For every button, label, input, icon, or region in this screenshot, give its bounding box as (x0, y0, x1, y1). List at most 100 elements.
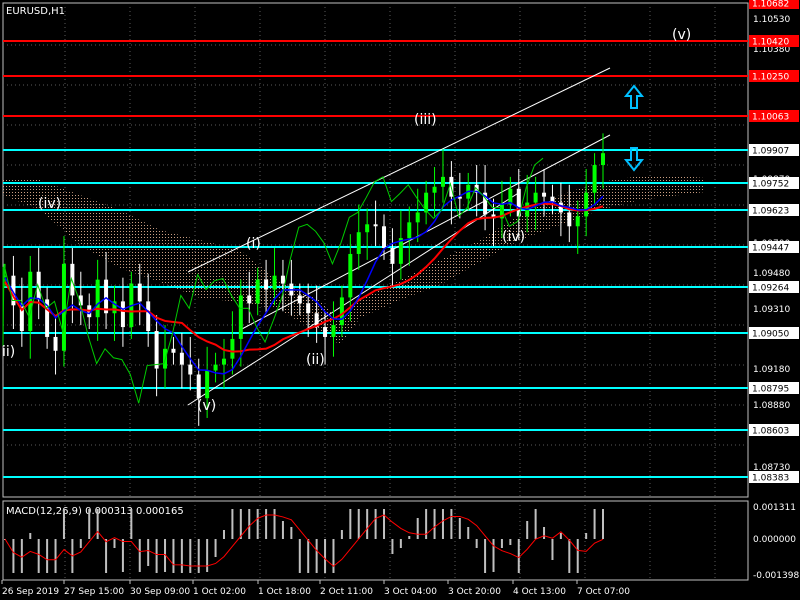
macd-histogram-bar (559, 533, 562, 539)
macd-histogram-bar (222, 530, 225, 539)
candle-body (542, 192, 547, 197)
level-price-tag (749, 35, 799, 47)
time-axis-label: 3 Oct 04:00 (384, 587, 437, 597)
time-axis-label: 1 Oct 02:00 (193, 587, 246, 597)
candle-body (356, 232, 361, 254)
macd-histogram-bar (130, 509, 133, 539)
up-arrow-icon[interactable] (623, 84, 645, 109)
level-price-tag (749, 281, 799, 293)
time-axis-label: 7 Oct 07:00 (577, 587, 630, 597)
level-price-tag (749, 0, 799, 9)
macd-histogram-bar (155, 539, 158, 573)
moving-average-blue-line (4, 190, 604, 375)
macd-histogram-bar (517, 539, 520, 573)
macd-histogram-bar (509, 539, 512, 545)
level-price-tag-text: 1.10420 (752, 38, 789, 48)
candle-body (331, 325, 336, 337)
macd-histogram-bar (88, 509, 91, 539)
candle-body (398, 238, 403, 264)
time-axis-label: 27 Sep 15:00 (64, 587, 124, 597)
candle-body (516, 188, 521, 217)
level-price-tag-text: 1.10250 (752, 73, 789, 83)
macd-histogram-bar (147, 539, 150, 566)
candle-body (483, 192, 488, 215)
price-axis-tick-label: 1.09310 (753, 305, 790, 315)
macd-axis-tick-label: 0.000000 (753, 535, 796, 545)
macd-histogram-bar (281, 521, 284, 539)
macd-histogram-bar (12, 539, 15, 573)
macd-histogram-bar (197, 539, 200, 573)
level-price-tag-text: 1.09050 (752, 330, 789, 340)
candle-body (272, 275, 277, 290)
macd-histogram-bar (593, 509, 596, 539)
price-axis-tick-label: 1.08730 (753, 463, 790, 473)
macd-indicator-label: MACD(12,26,9) 0.000313 0.000165 (6, 506, 184, 517)
candle-body (601, 153, 605, 166)
candle-body (365, 224, 370, 233)
down-arrow-shape (623, 147, 645, 172)
chart-symbol-title: EURUSD,H1 (6, 6, 65, 17)
candle-body (45, 299, 50, 337)
price-axis-tick-label: 1.10380 (753, 45, 790, 55)
candle-body (407, 222, 412, 239)
candle-body (533, 192, 538, 203)
macd-histogram-bar (484, 539, 487, 573)
candle-body (171, 348, 176, 353)
macd-histogram-bar (180, 539, 183, 573)
candle-body (390, 248, 395, 264)
moving-average-red-line (4, 202, 604, 353)
candle-body (440, 176, 445, 187)
down-arrow-icon[interactable] (623, 147, 645, 172)
macd-histogram-bar (315, 539, 318, 573)
macd-histogram-bar (231, 509, 234, 539)
elliott-wave-label: (iii) (414, 112, 437, 128)
candle-body (104, 279, 109, 314)
macd-histogram-bar (20, 539, 23, 573)
candle-body (120, 301, 125, 328)
macd-histogram-bar (307, 539, 310, 573)
macd-histogram-bar (340, 530, 343, 539)
level-price-tag-text: 1.09447 (752, 244, 789, 254)
trend-channel-upper-line[interactable] (187, 67, 611, 273)
level-price-tag (749, 204, 799, 216)
main-chart-frame (2, 2, 749, 498)
macd-histogram-bar (492, 539, 495, 572)
level-price-tag (749, 177, 799, 189)
candle-body (95, 279, 100, 318)
elliott-wave-label: ii) (2, 344, 15, 360)
macd-histogram-bar (332, 539, 335, 573)
price-axis-tick-label: 1.08880 (753, 401, 790, 411)
macd-histogram-bar (273, 509, 276, 539)
candle-body (264, 279, 269, 290)
candle-body (137, 283, 142, 302)
candle-body (146, 301, 151, 332)
candle-body (499, 204, 504, 219)
candle-body (247, 295, 252, 304)
macd-histogram (4, 509, 604, 573)
time-axis-label: 30 Sep 09:00 (130, 587, 190, 597)
chart-grid (3, 3, 748, 580)
level-price-tag-text: 1.10682 (752, 0, 789, 10)
macd-histogram-bar (298, 539, 301, 573)
candle-body (70, 263, 75, 296)
macd-histogram-bar (96, 509, 99, 539)
horizontal-level-lines (3, 40, 748, 478)
macd-subwindow-frame (2, 500, 749, 581)
macd-histogram-bar (105, 539, 108, 573)
elliott-wave-label: (ii) (306, 352, 325, 368)
candle-body (36, 271, 41, 300)
candle-body (432, 186, 437, 193)
macd-histogram-bar (138, 539, 141, 572)
macd-histogram-bar (324, 539, 327, 573)
macd-histogram-bar (248, 509, 251, 539)
level-price-tag-text: 1.08603 (752, 427, 789, 437)
macd-histogram-bar (576, 539, 579, 573)
macd-histogram-bar (458, 518, 461, 539)
level-price-tag-text: 1.08795 (752, 385, 789, 395)
macd-histogram-bar (441, 509, 444, 539)
macd-histogram-bar (265, 509, 268, 539)
level-price-tag-text: 1.09623 (752, 207, 789, 217)
time-axis-label: 3 Oct 20:00 (448, 587, 501, 597)
